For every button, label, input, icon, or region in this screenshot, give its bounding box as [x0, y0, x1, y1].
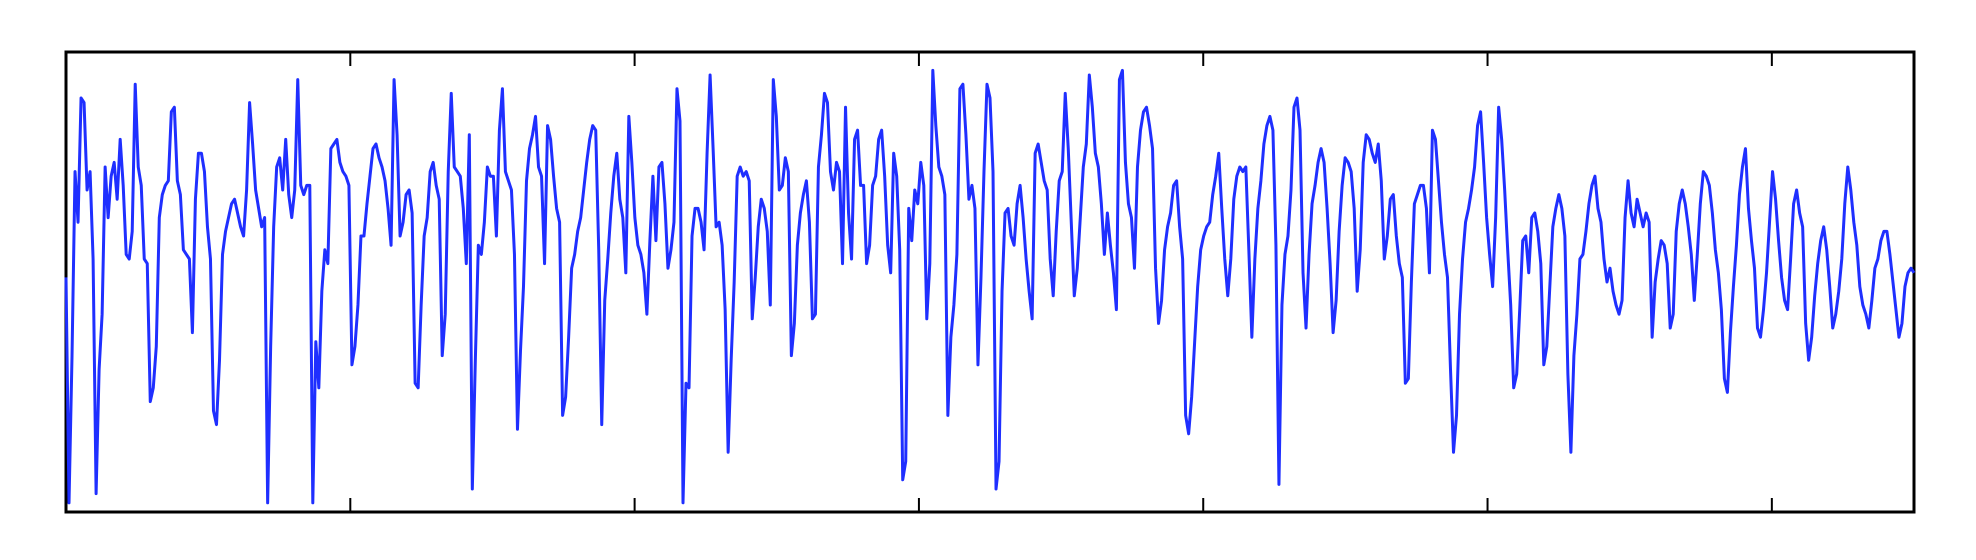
x-ticks-bottom [65, 498, 1773, 512]
series-line [64, 68, 1916, 505]
x-ticks-top [65, 52, 1773, 66]
